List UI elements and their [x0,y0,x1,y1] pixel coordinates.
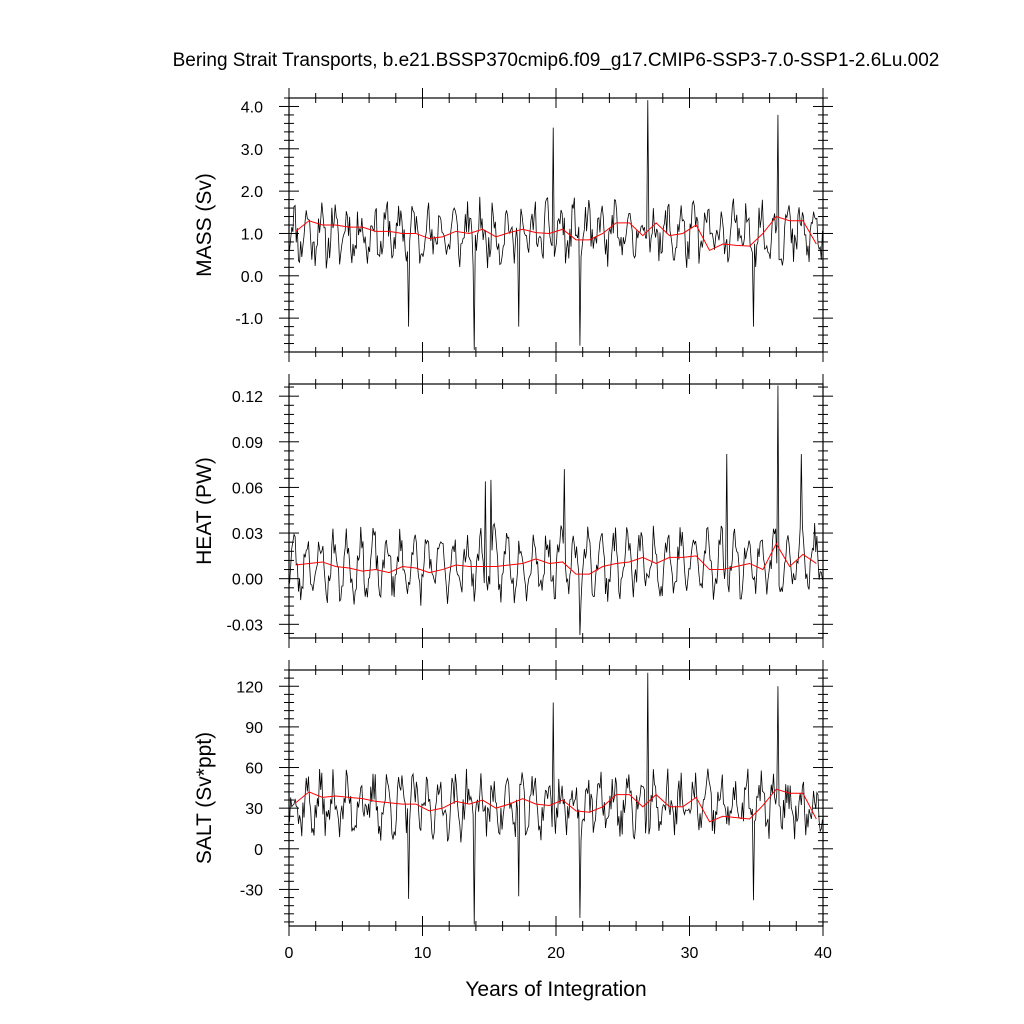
heat-ytick-label: 0.09 [232,435,263,452]
salt-xtick-label: 30 [681,945,699,962]
mass-ytick-label: 3.0 [241,142,263,159]
mass-ytick-label: 2.0 [241,184,263,201]
heat-ytick-label: 0.06 [232,480,263,497]
mass-ytick-label: 4.0 [241,99,263,116]
mass-ylabel: MASS (Sv) [193,173,216,277]
salt-ytick-label: 90 [245,720,263,737]
mass-ytick-label: -1.0 [235,311,263,328]
salt-annual-line [295,788,817,823]
salt-xtick-label: 10 [414,945,432,962]
mass-monthly-line [289,100,823,350]
mass-ytick-label: 0.0 [241,269,263,286]
salt-ytick-label: 120 [236,679,263,696]
salt-xtick-label: 40 [814,945,832,962]
heat-ytick-label: 0.00 [232,572,263,589]
x-axis-label: Years of Integration [465,978,646,1001]
salt-monthly-line [289,672,823,925]
mass-ytick-label: 1.0 [241,226,263,243]
heat-ytick-label: -0.03 [227,617,264,634]
heat-annual-line [295,542,817,575]
salt-ytick-label: 30 [245,801,263,818]
salt-xtick-label: 20 [547,945,565,962]
salt-ytick-label: -30 [240,882,263,899]
salt-frame [288,669,824,927]
heat-frame [288,383,824,639]
salt-ylabel: SALT (Sv*ppt) [193,732,216,864]
salt-panel: 120 90 60 30 0 -30 SALT (Sv*ppt) 0 10 20 30 40 [193,660,833,962]
figure-title: Bering Strait Transports, b.e21.BSSP370c… [173,50,940,71]
heat-ylabel: HEAT (PW) [193,457,216,565]
salt-xtick-label: 0 [285,945,294,962]
mass-annual-line [295,215,817,252]
heat-monthly-line [289,385,823,635]
heat-panel: 0.12 0.09 0.06 0.03 0.00 -0.03 HEAT (PW) [193,374,833,648]
mass-panel: 4.0 3.0 2.0 1.0 0.0 -1.0 MASS (Sv) [193,88,833,362]
mass-frame [288,97,824,353]
salt-ytick-label: 60 [245,761,263,778]
heat-ytick-label: 0.03 [232,526,263,543]
salt-ytick-label: 0 [254,842,263,859]
heat-ytick-label: 0.12 [232,389,263,406]
